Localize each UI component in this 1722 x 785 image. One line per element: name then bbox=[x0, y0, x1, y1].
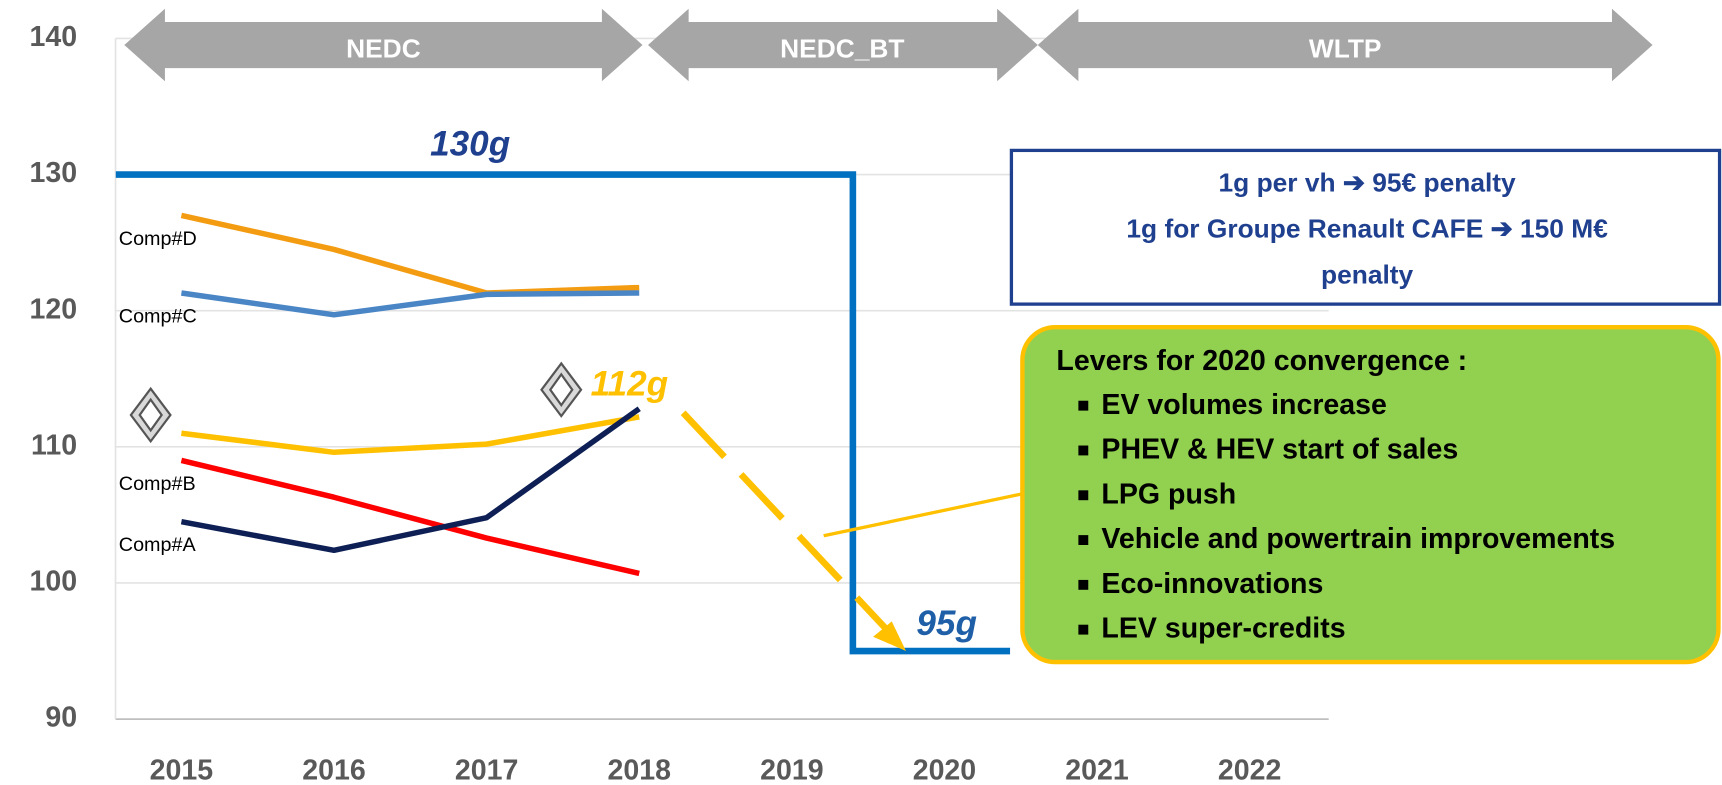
penalty-text: 1g per vh ➔ 95€ penalty bbox=[1219, 167, 1517, 197]
band-label: NEDC_BT bbox=[780, 33, 904, 63]
penalty-box bbox=[1009, 148, 1722, 306]
arrow-head bbox=[873, 621, 907, 652]
logo bbox=[129, 386, 172, 444]
band-arrow bbox=[1037, 8, 1653, 82]
bullet bbox=[1078, 445, 1089, 456]
band-arrow bbox=[648, 8, 1038, 82]
connector bbox=[823, 492, 1022, 538]
x-tick-label: 2021 bbox=[1065, 754, 1129, 785]
y-tick-label: 130 bbox=[29, 157, 77, 189]
series-label: Comp#B bbox=[119, 473, 196, 495]
levers-box bbox=[1020, 324, 1721, 665]
y-tick-label: 140 bbox=[29, 21, 77, 53]
x-tick-label: 2016 bbox=[302, 754, 365, 785]
lever-item: PHEV & HEV start of sales bbox=[1101, 434, 1458, 466]
bullet bbox=[1078, 400, 1089, 411]
series-line bbox=[181, 290, 640, 318]
bullet bbox=[1078, 624, 1089, 635]
series-label: Comp#C bbox=[119, 305, 197, 327]
lever-item: Eco-innovations bbox=[1101, 568, 1323, 600]
y-tick-label: 110 bbox=[31, 429, 77, 461]
annotation: 112g bbox=[591, 365, 668, 404]
lever-item: Vehicle and powertrain improvements bbox=[1101, 523, 1615, 555]
annotation: 95g bbox=[916, 604, 977, 643]
x-tick-label: 2015 bbox=[150, 754, 214, 785]
bullet bbox=[1078, 579, 1089, 590]
y-tick-label: 100 bbox=[29, 566, 77, 598]
lever-item: LEV super-credits bbox=[1101, 613, 1345, 645]
y-tick-label: 90 bbox=[45, 702, 77, 734]
band-arrow bbox=[124, 8, 643, 82]
penalty-text: 1g for Groupe Renault CAFE ➔ 150 M€ bbox=[1126, 214, 1608, 244]
penalty-text: penalty bbox=[1321, 260, 1414, 290]
series-line bbox=[180, 457, 640, 577]
plot: Comp#D Comp#C Comp#B Comp#A bbox=[115, 171, 1011, 655]
series-label: Comp#D bbox=[119, 228, 197, 250]
x-tick-label: 2018 bbox=[607, 754, 670, 785]
grid: 90 100 110 120 130 140 2015 2016 2017 2018 2019 202… bbox=[29, 21, 1329, 785]
series-line bbox=[180, 212, 640, 296]
series-line bbox=[181, 414, 640, 456]
series-label: Comp#A bbox=[119, 534, 197, 556]
band-label: WLTP bbox=[1309, 33, 1382, 63]
logo bbox=[540, 361, 583, 418]
x-tick-label: 2022 bbox=[1218, 754, 1281, 785]
band-label: NEDC bbox=[346, 33, 421, 63]
levers-title: Levers for 2020 convergence : bbox=[1056, 345, 1467, 377]
lever-item: LPG push bbox=[1101, 478, 1236, 510]
trend-arrow bbox=[680, 410, 890, 633]
target-line bbox=[115, 171, 1011, 655]
series-line bbox=[180, 406, 641, 554]
x-tick-label: 2020 bbox=[913, 754, 976, 785]
y-tick-label: 120 bbox=[29, 293, 77, 325]
lever-item: EV volumes increase bbox=[1101, 389, 1386, 421]
bullet bbox=[1078, 535, 1089, 545]
x-tick-label: 2017 bbox=[455, 754, 518, 785]
bullet bbox=[1078, 490, 1089, 501]
annotation: 130g bbox=[430, 124, 510, 163]
levers-list: EV volumes increase PHEV & HEV start of s… bbox=[1078, 389, 1615, 645]
x-tick-label: 2019 bbox=[760, 754, 823, 785]
